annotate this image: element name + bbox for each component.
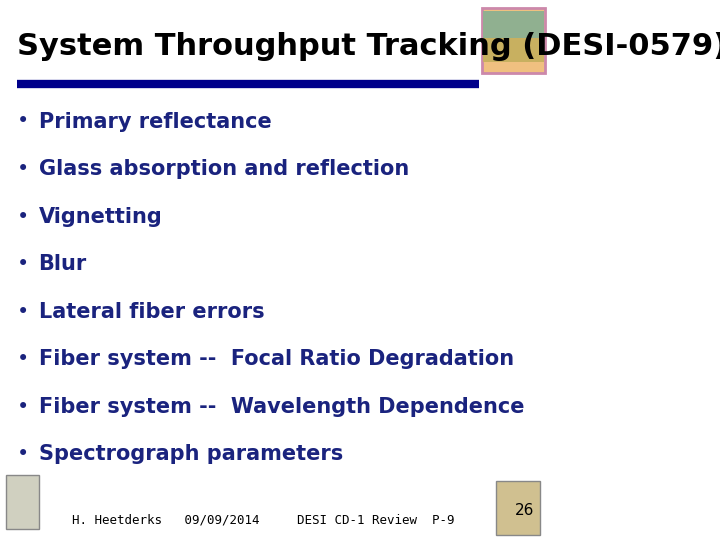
FancyBboxPatch shape	[6, 475, 39, 529]
Text: •: •	[17, 206, 29, 227]
Text: System Throughput Tracking (DESI-0579): System Throughput Tracking (DESI-0579)	[17, 32, 720, 62]
Text: Blur: Blur	[39, 254, 87, 274]
Text: •: •	[17, 254, 29, 274]
Text: H. Heetderks   09/09/2014     DESI CD-1 Review  P-9: H. Heetderks 09/09/2014 DESI CD-1 Review…	[71, 514, 454, 526]
Text: Primary reflectance: Primary reflectance	[39, 111, 271, 132]
FancyBboxPatch shape	[483, 11, 544, 62]
Text: •: •	[17, 111, 29, 132]
Text: Lateral fiber errors: Lateral fiber errors	[39, 301, 264, 322]
Text: Fiber system --  Wavelength Dependence: Fiber system -- Wavelength Dependence	[39, 396, 524, 417]
FancyBboxPatch shape	[483, 11, 544, 38]
Text: Spectrograph parameters: Spectrograph parameters	[39, 444, 343, 464]
Text: •: •	[17, 396, 29, 417]
Text: Glass absorption and reflection: Glass absorption and reflection	[39, 159, 409, 179]
Text: •: •	[17, 444, 29, 464]
FancyBboxPatch shape	[496, 481, 540, 535]
Text: Vignetting: Vignetting	[39, 206, 162, 227]
FancyBboxPatch shape	[482, 8, 546, 73]
Text: •: •	[17, 159, 29, 179]
Text: •: •	[17, 301, 29, 322]
Text: 26: 26	[515, 503, 534, 518]
Text: •: •	[17, 349, 29, 369]
Text: Fiber system --  Focal Ratio Degradation: Fiber system -- Focal Ratio Degradation	[39, 349, 513, 369]
